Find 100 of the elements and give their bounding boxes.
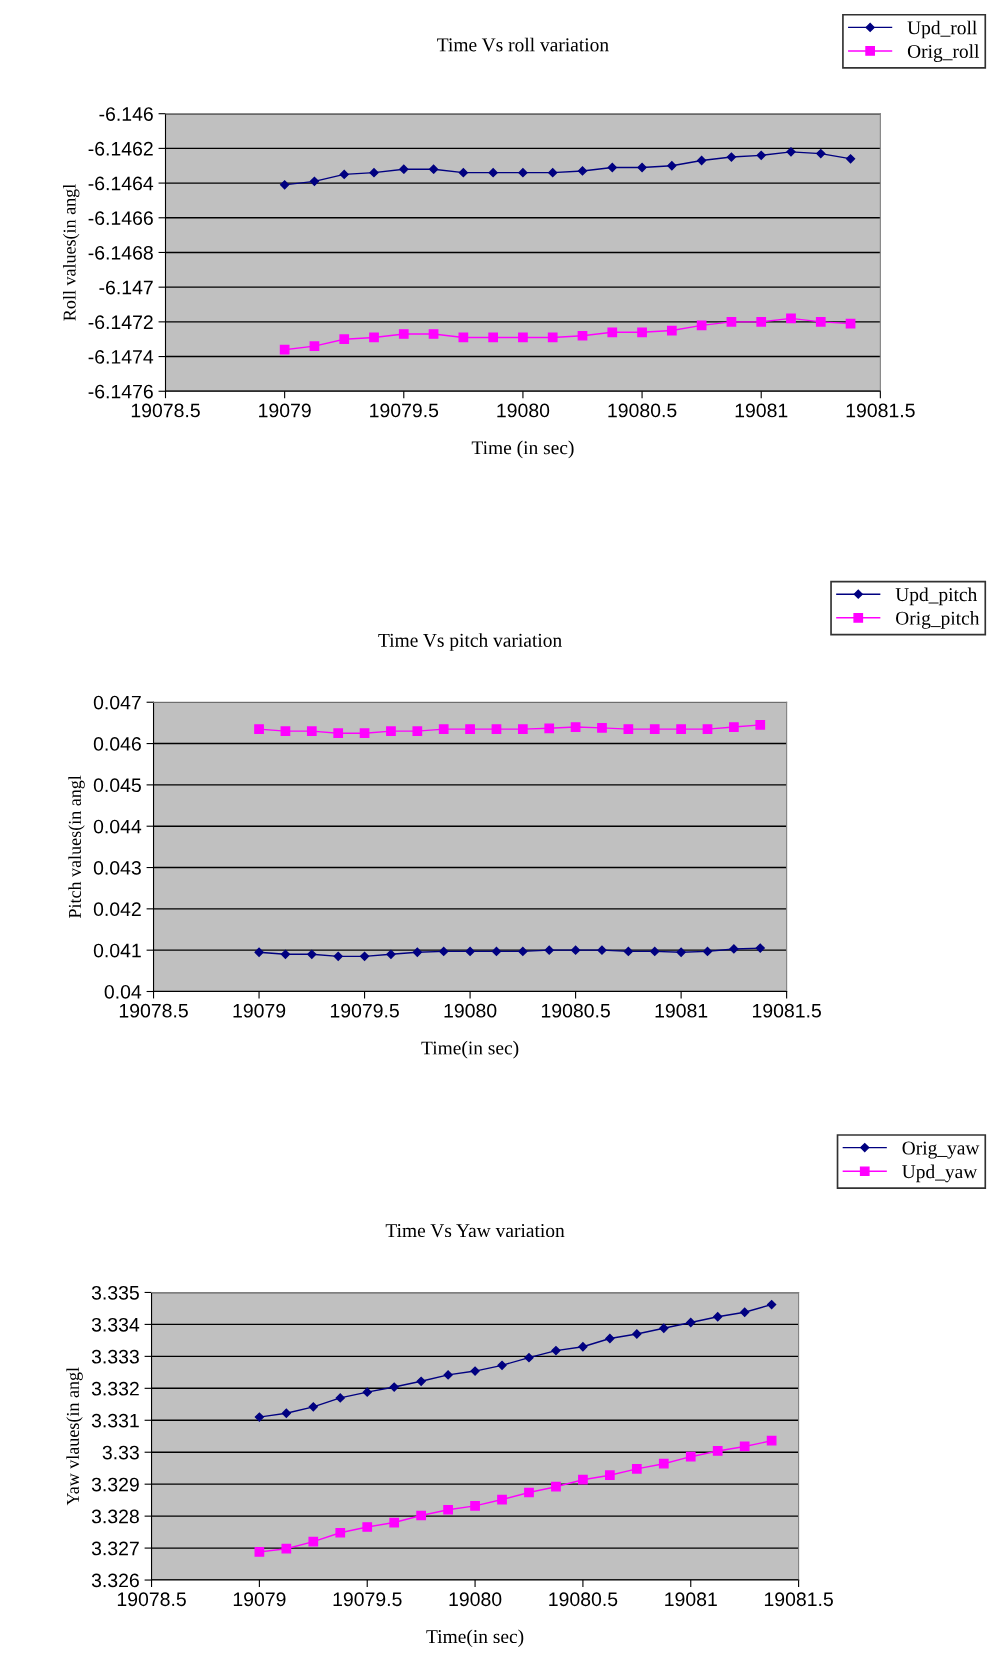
legend-label: Orig_yaw <box>902 1141 980 1159</box>
y-axis-title: Pitch values(in angl <box>68 775 85 919</box>
point <box>465 946 475 957</box>
y-tick-label: 0.044 <box>93 819 142 834</box>
point <box>279 344 290 355</box>
point <box>547 332 558 343</box>
point <box>697 155 707 166</box>
y-tick-label: -6.1462 <box>88 141 153 156</box>
x-tick-label: 19080 <box>449 1592 502 1607</box>
legend-label: Orig_roll <box>907 44 980 62</box>
x-axis-title: Time(in sec) <box>426 1629 524 1648</box>
point <box>570 945 581 955</box>
y-tick-label: 3.335 <box>91 1285 139 1300</box>
point <box>497 1360 507 1370</box>
x-tick-label: 19079.5 <box>330 1003 399 1018</box>
point <box>756 316 767 327</box>
point <box>605 1470 615 1481</box>
point <box>439 946 449 957</box>
point <box>578 1342 588 1352</box>
point <box>254 1547 265 1557</box>
point <box>755 720 766 730</box>
point <box>412 947 422 957</box>
point <box>308 1402 318 1412</box>
point <box>339 334 350 345</box>
y-tick-label: -6.146 <box>99 107 153 121</box>
point <box>713 1312 723 1322</box>
x-axis-title: Time (in sec) <box>471 440 574 459</box>
chart-title: Time Vs roll variation <box>437 37 609 52</box>
y-tick-label: 0.045 <box>93 778 141 793</box>
point <box>254 1412 265 1422</box>
point <box>306 726 317 737</box>
point <box>623 946 633 957</box>
point <box>281 1408 291 1418</box>
point <box>766 1435 777 1446</box>
point <box>544 945 554 955</box>
point <box>280 949 291 959</box>
point <box>309 341 320 352</box>
point <box>398 329 409 339</box>
legend-label: Orig_pitch <box>896 611 980 629</box>
point <box>280 180 290 190</box>
point <box>307 949 317 959</box>
point <box>428 164 439 174</box>
point <box>333 728 344 739</box>
point <box>666 325 677 336</box>
x-tick-label: 19081 <box>665 1592 717 1607</box>
point <box>386 949 396 959</box>
point <box>548 168 558 178</box>
point <box>470 1501 480 1511</box>
point <box>658 1458 669 1469</box>
y-tick-label: 3.334 <box>91 1317 140 1332</box>
point <box>458 168 468 178</box>
point <box>597 945 607 955</box>
y-tick-label: -6.147 <box>99 280 153 295</box>
point <box>755 943 765 953</box>
chart-title: Time Vs pitch variation <box>378 633 562 651</box>
point <box>458 332 469 343</box>
point <box>491 946 502 957</box>
point <box>729 722 739 732</box>
point <box>491 724 502 734</box>
point <box>465 724 475 734</box>
x-tick-label: 19079.5 <box>333 1592 402 1607</box>
y-tick-label: 0.042 <box>93 902 141 917</box>
x-tick-label: 19081.5 <box>752 1003 821 1018</box>
point <box>518 332 528 343</box>
point <box>815 316 826 327</box>
y-axis-title: Roll values(in angl <box>63 184 80 321</box>
point <box>597 722 607 733</box>
point <box>399 164 409 174</box>
point <box>389 1382 399 1392</box>
point <box>702 724 713 734</box>
point <box>577 330 588 341</box>
point <box>280 726 291 737</box>
point <box>816 148 826 159</box>
point <box>412 726 423 737</box>
y-tick-label: 3.33 <box>102 1445 139 1460</box>
point <box>488 332 499 343</box>
point <box>416 1376 426 1386</box>
point <box>333 951 343 961</box>
point <box>470 1366 480 1376</box>
y-tick-label: 3.326 <box>91 1573 139 1588</box>
point <box>369 168 379 178</box>
x-tick-label: 19078.5 <box>117 1592 186 1607</box>
point <box>577 166 588 176</box>
point <box>726 316 737 327</box>
point <box>551 1345 561 1356</box>
point <box>389 1517 400 1528</box>
point <box>686 1317 696 1328</box>
point <box>359 951 370 961</box>
point <box>623 724 634 734</box>
point <box>637 327 647 338</box>
point <box>524 1353 534 1363</box>
point <box>845 154 856 164</box>
point <box>517 724 528 734</box>
point <box>488 168 498 178</box>
chart-title: Time Vs Yaw variation <box>385 1224 565 1238</box>
point <box>443 1504 453 1515</box>
point <box>578 1474 588 1485</box>
y-tick-label: 3.332 <box>91 1381 139 1396</box>
point <box>335 1527 346 1538</box>
x-tick-label: 19080.5 <box>549 1592 618 1607</box>
